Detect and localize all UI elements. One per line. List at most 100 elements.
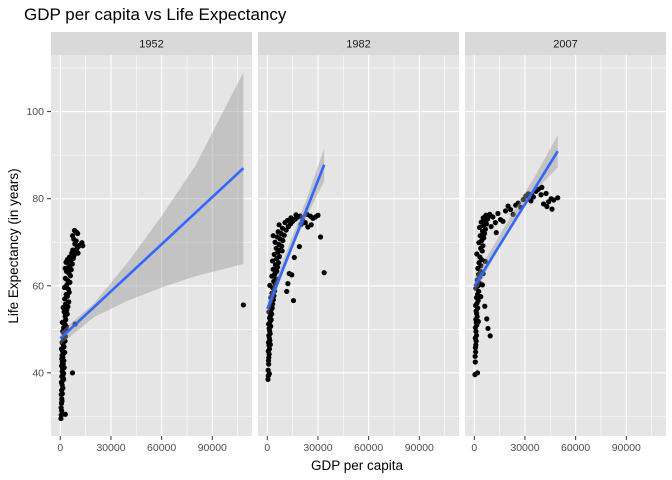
data-point <box>269 258 276 264</box>
data-point <box>75 230 81 237</box>
data-point <box>551 197 557 203</box>
data-point <box>276 254 283 260</box>
data-point <box>484 316 490 322</box>
data-point <box>477 233 483 239</box>
x-tick-label: 30000 <box>510 442 539 454</box>
data-point <box>62 411 68 417</box>
data-point <box>69 370 76 376</box>
y-axis-title: Life Expectancy (in years) <box>6 168 21 323</box>
data-point <box>538 192 544 198</box>
data-point <box>70 247 76 253</box>
data-point <box>487 333 493 339</box>
data-point <box>61 376 67 382</box>
y-tick-label: 80 <box>32 193 44 205</box>
confidence-band <box>60 72 244 345</box>
data-point <box>58 412 64 418</box>
data-point <box>488 223 494 230</box>
facet-1952: 1952 0 30000 60000 90000 <box>51 32 252 454</box>
data-point <box>473 349 479 355</box>
data-point <box>473 332 480 339</box>
data-point <box>80 243 86 249</box>
data-point <box>483 212 489 218</box>
data-point <box>59 396 65 402</box>
data-point <box>274 234 280 240</box>
data-point <box>279 248 285 254</box>
data-point <box>267 341 273 348</box>
data-point <box>62 265 68 271</box>
data-point <box>475 318 481 325</box>
data-point <box>288 215 294 221</box>
data-point <box>317 234 324 240</box>
data-point <box>500 218 506 224</box>
data-point <box>276 222 282 228</box>
data-point <box>273 245 279 251</box>
x-tick-label: 0 <box>471 442 477 454</box>
data-point <box>296 243 302 250</box>
data-point <box>508 206 514 213</box>
data-point <box>515 200 521 206</box>
facet-strip-label: 1952 <box>139 39 163 51</box>
data-point <box>293 212 299 218</box>
data-point <box>474 251 480 257</box>
data-point <box>543 190 549 197</box>
x-tick-label: 30000 <box>96 442 125 454</box>
facet-strip <box>258 32 459 55</box>
data-point <box>240 302 246 308</box>
x-tick-label: 0 <box>57 442 63 454</box>
data-point <box>473 328 479 335</box>
data-point <box>275 229 281 235</box>
data-point <box>472 353 478 359</box>
x-tick-label: 90000 <box>612 442 641 454</box>
data-point <box>284 288 290 295</box>
data-point <box>544 203 550 210</box>
data-point <box>273 276 279 282</box>
x-tick-label: 90000 <box>405 442 434 454</box>
data-point <box>70 233 76 239</box>
x-tick-label: 30000 <box>303 442 332 454</box>
facet-strip-label: 2007 <box>553 39 577 51</box>
data-point <box>63 259 69 265</box>
x-tick-label: 0 <box>264 442 270 454</box>
data-point <box>308 222 314 228</box>
data-point <box>485 325 491 332</box>
trend-line <box>266 164 326 310</box>
data-point <box>291 254 297 261</box>
data-point <box>270 233 276 239</box>
chart-title: GDP per capita vs Life Expectancy <box>24 5 287 24</box>
data-point <box>267 282 273 288</box>
data-point <box>472 359 478 365</box>
data-point <box>555 195 561 201</box>
data-point <box>286 270 292 277</box>
x-tick-label: 60000 <box>147 442 176 454</box>
data-point <box>493 230 499 236</box>
x-tick-label: 90000 <box>198 442 227 454</box>
data-point <box>490 214 496 220</box>
data-point <box>62 275 68 281</box>
y-tick-label: 100 <box>26 106 44 118</box>
data-point <box>482 303 488 309</box>
data-point <box>75 250 81 256</box>
facet-strip <box>51 32 252 55</box>
data-point <box>302 220 308 226</box>
data-point <box>270 266 276 272</box>
data-point <box>285 281 291 287</box>
y-tick-label: 40 <box>32 367 44 379</box>
data-point <box>315 212 321 218</box>
data-point <box>502 208 509 214</box>
data-point <box>66 299 72 305</box>
data-point <box>275 260 282 266</box>
data-point <box>482 258 488 264</box>
data-point <box>272 239 278 245</box>
data-point <box>476 224 483 231</box>
data-point <box>58 405 64 411</box>
facet-panels: 40 60 80 100 1952 0 30000 60000 90000 1982 0 30000 6… <box>26 32 666 454</box>
x-axis-title: GDP per capita <box>311 458 404 473</box>
y-tick-label: 60 <box>32 280 44 292</box>
facet-strip <box>465 32 666 55</box>
data-point <box>539 184 545 190</box>
data-point <box>478 294 484 300</box>
data-point <box>276 241 282 248</box>
data-point <box>321 270 327 276</box>
x-tick-label: 60000 <box>354 442 383 454</box>
x-tick-label: 60000 <box>561 442 590 454</box>
